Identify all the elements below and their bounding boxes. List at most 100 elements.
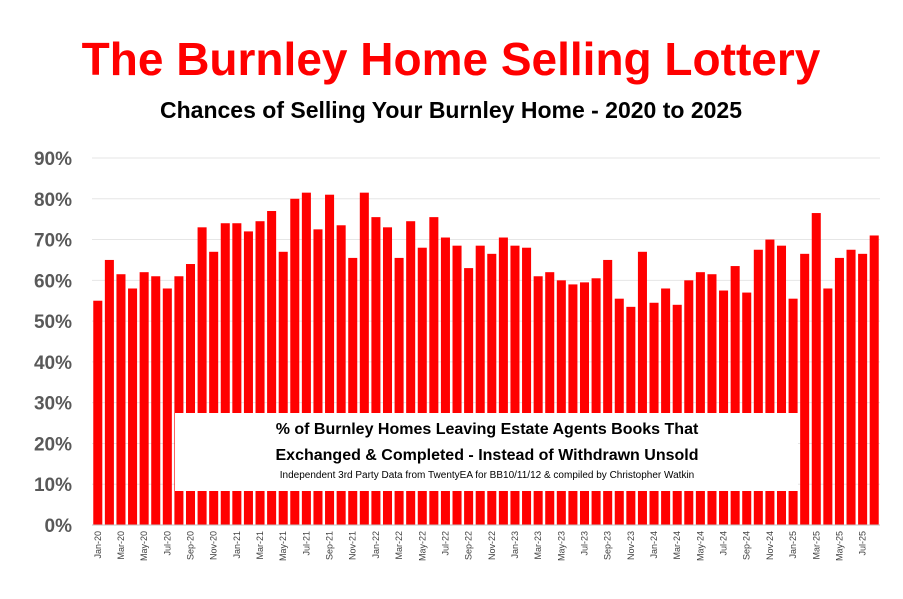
x-tick-label: May-21 [278, 531, 288, 561]
x-tick-label: Mar-20 [116, 531, 126, 560]
bar-May-25 [834, 257, 844, 525]
bar-Dec-22 [498, 237, 508, 525]
bar-Aug-22 [452, 245, 462, 526]
bar-Aug-24 [730, 266, 740, 525]
bar-Feb-20 [104, 259, 114, 525]
x-tick-label: Jan-20 [93, 531, 103, 559]
bar-Dec-24 [776, 245, 787, 526]
x-tick-label: Mar-25 [811, 531, 821, 560]
bar-Sep-22 [464, 268, 474, 525]
bar-Apr-22 [406, 221, 416, 525]
bar-Aug-21 [313, 229, 323, 526]
x-axis-tick-labels: Jan-20 Mar-20 May-20 Jul-20 Sep-20 Nov-20 Jan-… [93, 531, 868, 561]
y-tick-label: 0% [45, 516, 73, 537]
bar-Sep-20 [185, 264, 196, 525]
x-tick-label: Sep-22 [464, 531, 474, 560]
y-tick-label: 40% [34, 353, 72, 374]
x-tick-label: Jul-24 [719, 531, 729, 556]
bar-Oct-23 [614, 298, 624, 525]
x-tick-label: Jan-21 [232, 531, 242, 559]
bar-Jul-24 [719, 290, 729, 525]
bar-Dec-23 [637, 251, 647, 526]
bar-Mar-23 [533, 276, 543, 525]
bar-Jun-21 [290, 198, 300, 525]
bar-Nov-22 [487, 253, 497, 525]
bar-Mar-25 [811, 213, 821, 526]
bar-Jul-20 [162, 288, 172, 525]
y-axis-tick-labels: 0% 10% 20% 30% 40% 50% 60% 70% 80% 90% [34, 149, 72, 537]
x-tick-label: Jul-25 [858, 531, 868, 556]
bar-Jun-25 [846, 249, 856, 525]
bar-Apr-24 [684, 280, 694, 525]
y-tick-label: 80% [34, 190, 72, 211]
x-tick-label: Nov-21 [348, 531, 358, 560]
x-tick-label: Nov-20 [209, 531, 219, 560]
bar-Dec-21 [359, 192, 369, 525]
bar-Dec-20 [220, 223, 230, 526]
bar-Oct-21 [336, 225, 346, 525]
bar-Jun-24 [707, 274, 717, 525]
bar-May-24 [695, 272, 705, 525]
y-tick-label: 60% [34, 271, 72, 292]
bar-Sep-23 [603, 259, 613, 525]
x-tick-label: May-25 [834, 531, 844, 561]
y-tick-label: 10% [34, 475, 72, 496]
x-tick-label: Jan-22 [371, 531, 381, 559]
y-tick-label: 70% [34, 231, 72, 252]
bar-Nov-20 [209, 251, 219, 526]
x-tick-label: Nov-24 [765, 531, 775, 560]
bar-Jan-21 [232, 223, 242, 526]
annotation-source: Independent 3rd Party Data from TwentyEA… [280, 470, 694, 481]
x-tick-label: Jan-24 [649, 531, 659, 559]
bar-Nov-21 [348, 257, 358, 525]
bar-May-23 [556, 280, 566, 525]
bar-Feb-21 [243, 231, 253, 525]
y-tick-label: 30% [34, 394, 72, 415]
x-tick-label: Sep-23 [603, 531, 613, 560]
bar-Aug-20 [174, 276, 184, 525]
bar-Jul-25 [858, 253, 868, 525]
annotation-line-1: % of Burnley Homes Leaving Estate Agents… [276, 421, 699, 438]
bar-Mar-21 [255, 221, 265, 525]
x-tick-label: Jul-23 [580, 531, 590, 556]
annotation-line-2: Exchanged & Completed - Instead of Withd… [276, 447, 699, 464]
bar-Jun-22 [429, 217, 439, 525]
annotation-box [175, 413, 798, 491]
x-tick-label: Nov-23 [626, 531, 636, 560]
bar-May-22 [417, 247, 427, 525]
bar-Jul-23 [579, 282, 590, 525]
bar-Feb-25 [800, 253, 810, 525]
y-tick-label: 90% [34, 149, 72, 170]
x-tick-label: Mar-24 [672, 531, 682, 560]
x-tick-label: May-20 [139, 531, 149, 561]
bar-Jan-23 [510, 245, 520, 526]
bar-Oct-20 [197, 227, 207, 525]
chart-title: The Burnley Home Selling Lottery [82, 33, 821, 85]
x-tick-label: Jan-25 [788, 531, 798, 559]
y-tick-label: 50% [34, 312, 72, 333]
bar-Oct-24 [753, 249, 763, 525]
bar-Feb-23 [522, 247, 532, 525]
bar-Jul-22 [440, 237, 450, 525]
x-tick-label: Jul-20 [162, 531, 172, 556]
bar-Jun-20 [151, 276, 161, 525]
bar-Apr-20 [128, 288, 138, 525]
bar-Feb-24 [661, 288, 671, 525]
bar-May-21 [278, 251, 288, 526]
x-tick-label: Nov-22 [487, 531, 497, 560]
bar-Apr-23 [545, 272, 555, 525]
bar-Aug-25 [869, 235, 879, 526]
x-tick-label: Mar-21 [255, 531, 265, 560]
bar-Jun-23 [568, 284, 578, 525]
bar-Apr-25 [823, 288, 833, 525]
chart-subtitle: Chances of Selling Your Burnley Home - 2… [160, 97, 742, 123]
x-tick-label: Mar-23 [533, 531, 543, 560]
bar-Jan-22 [371, 217, 381, 525]
x-tick-label: Jul-22 [440, 531, 450, 556]
bar-Nov-24 [765, 239, 775, 525]
bar-Aug-23 [591, 278, 601, 525]
bar-Jan-20 [93, 300, 103, 525]
x-tick-label: Jan-23 [510, 531, 520, 559]
bar-Feb-22 [382, 227, 393, 525]
